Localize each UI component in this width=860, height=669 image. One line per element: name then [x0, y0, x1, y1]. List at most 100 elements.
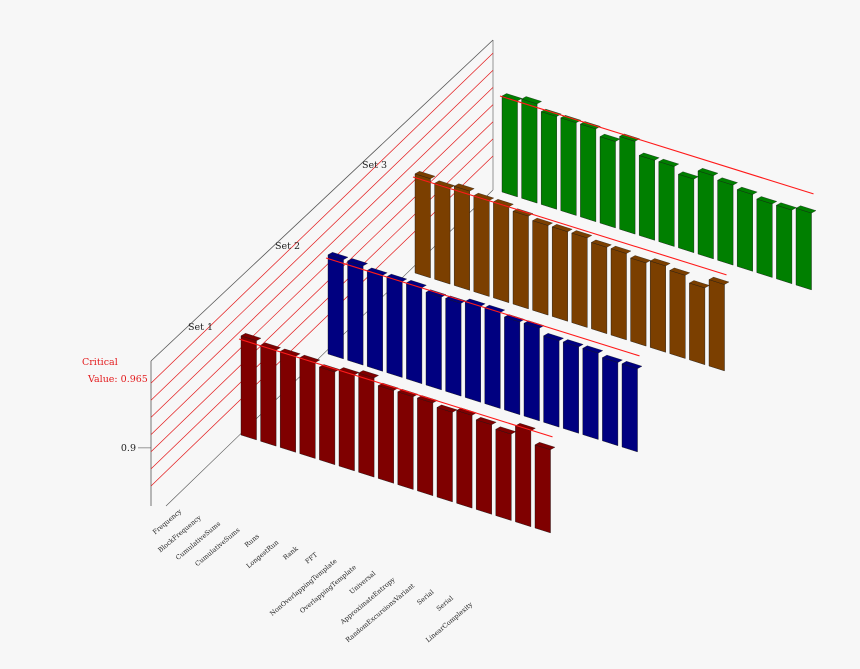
bar [425, 291, 442, 391]
bar-top [678, 171, 699, 180]
bar [697, 170, 714, 260]
series-label: Set 1 [188, 322, 213, 333]
bar [669, 270, 686, 359]
category-label: FFT [304, 550, 320, 565]
bar-top [602, 354, 623, 363]
series-row [238, 333, 556, 534]
bar-top [795, 205, 817, 214]
grid-line [150, 121, 494, 452]
bar-top [436, 404, 458, 413]
series-row [325, 252, 643, 453]
bar-top [658, 158, 680, 167]
bar-top [571, 230, 593, 239]
bar [541, 111, 557, 210]
bar [338, 369, 355, 472]
grid-line [150, 104, 494, 435]
bar [599, 136, 616, 229]
bar-top [638, 152, 660, 161]
bar-top [358, 370, 379, 379]
bar [523, 322, 540, 422]
bar [521, 98, 538, 204]
bar [436, 407, 453, 503]
bar-top [240, 333, 262, 341]
bar [563, 341, 579, 434]
bar-top [591, 239, 612, 248]
bar [347, 260, 364, 366]
bar [689, 282, 706, 365]
bar [367, 270, 383, 372]
bar-top [669, 267, 691, 276]
bar [515, 425, 532, 527]
bar-top [708, 276, 730, 285]
critical-label-line1: Critical [82, 357, 118, 368]
bar [532, 220, 549, 316]
bar [358, 372, 375, 478]
bar [795, 207, 812, 291]
bar [543, 335, 560, 428]
bar [445, 298, 462, 397]
bar [501, 95, 518, 198]
bar [493, 201, 510, 303]
category-label: Serial [435, 594, 455, 613]
bar [621, 363, 638, 453]
bar-top [551, 224, 573, 232]
bar-rows [238, 93, 817, 534]
bar [473, 195, 490, 297]
bar [417, 397, 434, 496]
bar [299, 357, 316, 459]
bar [552, 226, 568, 322]
bar [454, 185, 470, 291]
bar [650, 260, 666, 353]
bar-top [347, 258, 368, 267]
wall-top-edge [150, 39, 494, 362]
bar [240, 335, 257, 441]
bar [414, 173, 431, 279]
bar-top [397, 389, 419, 397]
bar-top [630, 255, 651, 264]
bar-top [689, 280, 710, 289]
bar-top [649, 258, 671, 267]
bar [591, 242, 608, 334]
bar-top [414, 171, 436, 179]
bar-top [453, 183, 475, 192]
bar [319, 366, 336, 465]
z-tick-label: 0.9 [121, 443, 136, 454]
bar [280, 351, 296, 453]
bar [630, 257, 647, 347]
bar [386, 276, 403, 378]
bar [717, 179, 734, 266]
bar [476, 419, 492, 515]
critical-value-line [238, 338, 553, 438]
category-label: Rank [281, 545, 299, 562]
bar [639, 155, 655, 241]
bar-top [534, 442, 556, 450]
bar [610, 248, 627, 341]
bar [397, 391, 414, 490]
bar [737, 189, 753, 272]
category-label: LinearComplexity [424, 600, 474, 644]
critical-label-line2: Value: 0.965 [87, 374, 148, 385]
series-row [499, 93, 817, 291]
bar-top [717, 177, 738, 186]
bar [504, 316, 521, 415]
bar [406, 282, 423, 384]
critical-value-line [412, 176, 727, 276]
bar [619, 136, 636, 235]
bar-top [756, 196, 778, 205]
bar [378, 385, 394, 484]
bar [484, 307, 501, 409]
bar [434, 182, 451, 285]
category-label: Serial [415, 588, 435, 607]
bar [560, 117, 577, 216]
bar [708, 279, 725, 372]
bar [495, 428, 512, 521]
bar [512, 210, 529, 310]
grid-line [150, 70, 494, 401]
bar-top [532, 217, 553, 226]
bar-top [327, 252, 349, 260]
bar [465, 301, 481, 403]
bar [260, 344, 277, 447]
category-label: Runs [243, 532, 261, 549]
bar-top [610, 245, 632, 254]
